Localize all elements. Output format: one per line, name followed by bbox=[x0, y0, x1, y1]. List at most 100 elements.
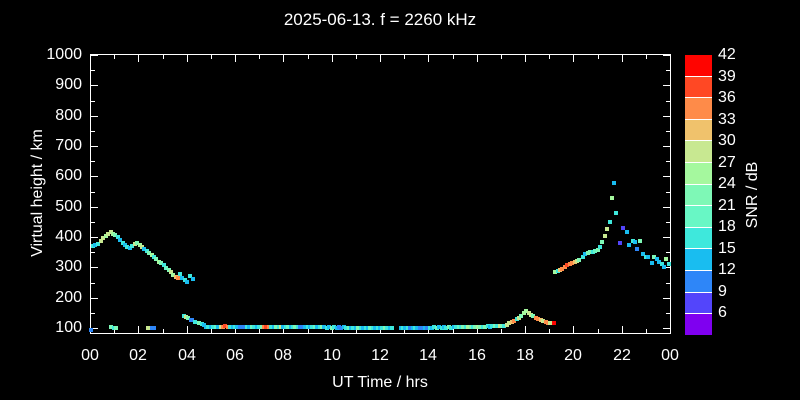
y-major-tick bbox=[91, 176, 98, 177]
y-minor-tick bbox=[91, 283, 95, 284]
data-point bbox=[118, 238, 122, 242]
colorbar-tick-label: 12 bbox=[718, 261, 736, 279]
y-tick-label: 1000 bbox=[46, 46, 82, 63]
colorbar-tick-label: 33 bbox=[718, 110, 736, 128]
data-point bbox=[130, 244, 134, 248]
data-point bbox=[169, 270, 173, 274]
x-tick-label: 02 bbox=[129, 347, 147, 364]
data-point bbox=[621, 226, 625, 230]
y-minor-tick bbox=[666, 252, 670, 253]
data-point bbox=[206, 325, 210, 329]
data-point bbox=[444, 326, 448, 330]
data-point bbox=[490, 324, 494, 328]
data-point bbox=[104, 234, 108, 238]
x-minor-tick bbox=[404, 55, 405, 59]
y-major-tick bbox=[91, 207, 98, 208]
data-point bbox=[293, 325, 297, 329]
data-point bbox=[310, 325, 314, 329]
x-minor-tick bbox=[501, 55, 502, 59]
y-tick-label: 900 bbox=[55, 76, 82, 93]
data-point bbox=[541, 319, 545, 323]
data-point bbox=[605, 227, 609, 231]
y-tick-label: 400 bbox=[55, 228, 82, 245]
y-major-tick bbox=[91, 85, 98, 86]
y-tick-label: 100 bbox=[55, 319, 82, 336]
x-major-tick bbox=[670, 326, 671, 333]
colorbar-block bbox=[685, 292, 712, 314]
data-point bbox=[176, 276, 180, 280]
x-minor-tick bbox=[356, 55, 357, 59]
y-major-tick bbox=[91, 146, 98, 147]
data-point bbox=[522, 311, 526, 315]
colorbar-tick-label: 36 bbox=[718, 89, 736, 107]
data-point bbox=[466, 325, 470, 329]
y-major-tick bbox=[663, 207, 670, 208]
x-minor-tick bbox=[501, 329, 502, 333]
data-point bbox=[351, 326, 355, 330]
data-point bbox=[577, 258, 581, 262]
x-major-tick bbox=[622, 55, 623, 62]
data-point bbox=[178, 272, 182, 276]
x-minor-tick bbox=[114, 55, 115, 59]
x-tick-label: 12 bbox=[371, 347, 389, 364]
colorbar-tick-label: 21 bbox=[718, 196, 736, 214]
x-major-tick bbox=[283, 326, 284, 333]
x-minor-tick bbox=[114, 329, 115, 333]
data-point bbox=[185, 280, 189, 284]
x-major-tick bbox=[235, 326, 236, 333]
y-major-tick bbox=[91, 328, 98, 329]
y-minor-tick bbox=[91, 252, 95, 253]
data-point bbox=[600, 240, 604, 244]
x-major-tick bbox=[573, 326, 574, 333]
x-major-tick bbox=[90, 55, 91, 62]
x-major-tick bbox=[428, 55, 429, 62]
chart-title: 2025-06-13. f = 2260 kHz bbox=[283, 10, 477, 29]
y-major-tick bbox=[91, 267, 98, 268]
x-major-tick bbox=[573, 55, 574, 62]
data-point bbox=[164, 266, 168, 270]
data-point bbox=[96, 242, 100, 246]
x-minor-tick bbox=[211, 329, 212, 333]
data-point bbox=[171, 273, 175, 277]
data-point bbox=[298, 325, 302, 329]
left-spine bbox=[90, 54, 91, 334]
y-major-tick bbox=[91, 298, 98, 299]
data-point bbox=[116, 235, 120, 239]
x-major-tick bbox=[380, 55, 381, 62]
data-point bbox=[154, 257, 158, 261]
x-axis-title: UT Time / hrs bbox=[332, 374, 428, 391]
y-major-tick bbox=[663, 328, 670, 329]
x-minor-tick bbox=[598, 329, 599, 333]
x-major-tick bbox=[525, 326, 526, 333]
data-point bbox=[627, 243, 631, 247]
x-minor-tick bbox=[356, 329, 357, 333]
data-point bbox=[415, 326, 419, 330]
y-tick-label: 200 bbox=[55, 289, 82, 306]
data-point bbox=[598, 245, 602, 249]
y-major-tick bbox=[663, 237, 670, 238]
data-point bbox=[633, 240, 637, 244]
data-point bbox=[461, 325, 465, 329]
data-point bbox=[152, 326, 156, 330]
data-point bbox=[356, 326, 360, 330]
y-minor-tick bbox=[666, 70, 670, 71]
data-point bbox=[588, 250, 592, 254]
y-major-tick bbox=[663, 85, 670, 86]
data-point bbox=[146, 326, 150, 330]
data-point bbox=[408, 326, 412, 330]
data-point bbox=[505, 323, 509, 327]
y-minor-tick bbox=[91, 222, 95, 223]
data-point bbox=[565, 263, 569, 267]
x-tick-label: 10 bbox=[323, 347, 341, 364]
data-point bbox=[655, 257, 659, 261]
y-major-tick bbox=[91, 237, 98, 238]
colorbar-tick-label: 24 bbox=[718, 175, 736, 193]
data-point bbox=[281, 325, 285, 329]
data-point bbox=[512, 319, 516, 323]
data-point bbox=[368, 326, 372, 330]
data-point bbox=[454, 325, 458, 329]
data-point bbox=[437, 325, 441, 329]
data-point bbox=[425, 326, 429, 330]
data-point bbox=[193, 320, 197, 324]
data-point bbox=[247, 325, 251, 329]
